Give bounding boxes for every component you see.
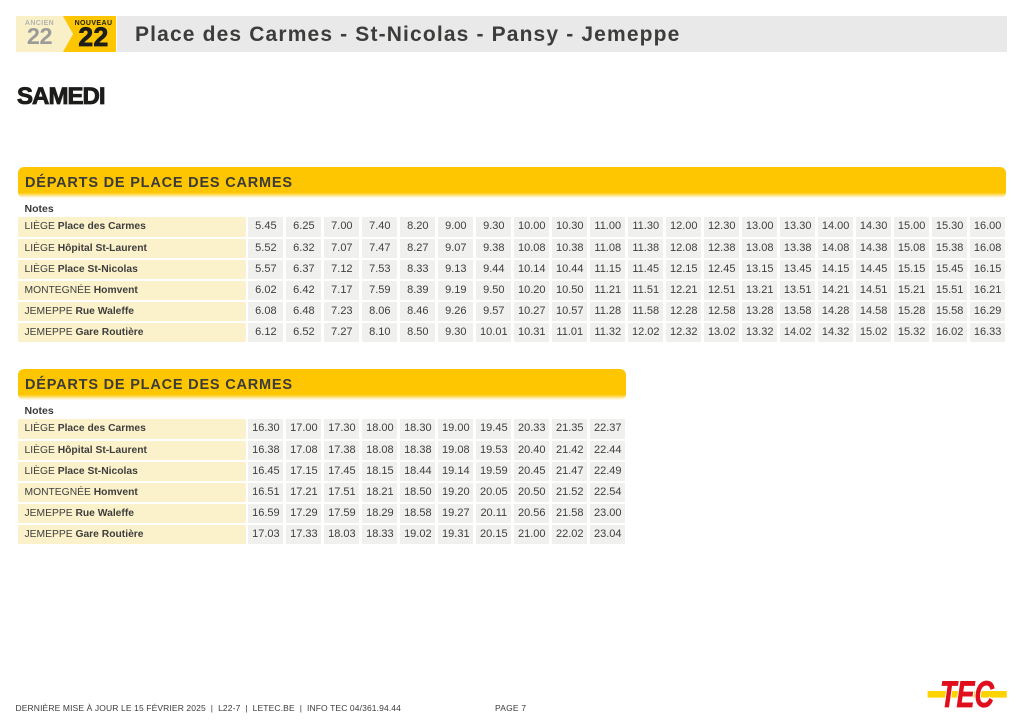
svg-text:TEC: TEC [940,674,995,714]
svg-text:TEC: TEC [940,674,995,714]
